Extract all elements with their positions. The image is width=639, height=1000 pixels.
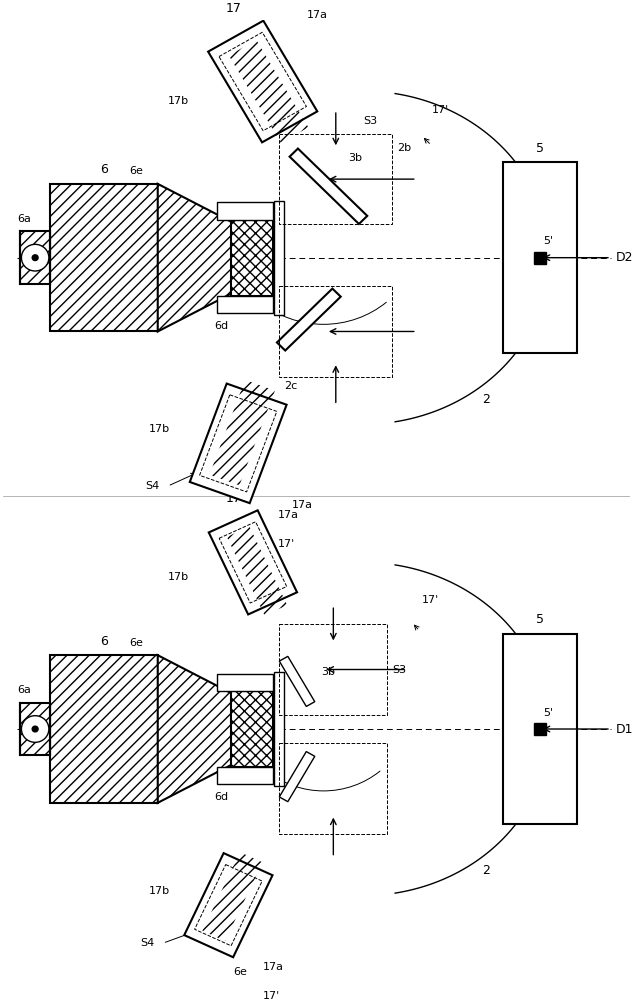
- Bar: [503, 162, 576, 353]
- Circle shape: [22, 716, 49, 742]
- Text: 17b: 17b: [168, 96, 189, 106]
- Text: 5: 5: [536, 142, 544, 155]
- Text: 6e: 6e: [248, 515, 262, 525]
- Text: 6: 6: [100, 635, 108, 648]
- Text: 17a: 17a: [307, 10, 328, 20]
- Polygon shape: [277, 289, 341, 351]
- Text: 17': 17': [422, 595, 439, 605]
- Text: 3b: 3b: [348, 153, 362, 163]
- Text: 17b: 17b: [148, 886, 169, 896]
- Text: S3: S3: [392, 665, 406, 675]
- Text: 6d: 6d: [214, 321, 228, 331]
- Polygon shape: [289, 149, 367, 224]
- Text: D2: D2: [616, 251, 633, 264]
- Polygon shape: [158, 184, 236, 331]
- Text: 17a: 17a: [277, 510, 298, 520]
- Polygon shape: [190, 384, 287, 503]
- Text: 17': 17': [263, 991, 280, 1000]
- Text: 17: 17: [226, 492, 242, 505]
- Circle shape: [32, 726, 38, 732]
- Text: 2: 2: [482, 864, 491, 877]
- Bar: [279, 134, 392, 224]
- Polygon shape: [279, 752, 315, 802]
- Polygon shape: [208, 21, 318, 142]
- Text: 6: 6: [100, 163, 108, 176]
- Bar: [279, 286, 392, 377]
- Text: 6a: 6a: [17, 214, 31, 224]
- Text: 6e: 6e: [233, 967, 247, 977]
- Text: 3a: 3a: [258, 724, 272, 734]
- Polygon shape: [279, 656, 315, 706]
- Bar: [217, 674, 272, 691]
- Text: 2: 2: [482, 393, 491, 406]
- Bar: [275, 672, 284, 786]
- Text: 17': 17': [277, 539, 295, 549]
- Polygon shape: [184, 853, 272, 957]
- Bar: [20, 703, 50, 755]
- Text: 2b: 2b: [397, 143, 412, 153]
- Text: 3a: 3a: [258, 253, 272, 263]
- Bar: [503, 634, 576, 824]
- Text: 5': 5': [543, 236, 553, 246]
- Text: 17: 17: [226, 2, 242, 15]
- Text: 17b: 17b: [148, 424, 169, 434]
- Text: S4: S4: [146, 481, 160, 491]
- Text: 6e: 6e: [129, 638, 143, 648]
- Text: 2c: 2c: [284, 381, 298, 391]
- Bar: [50, 184, 158, 331]
- Text: S3: S3: [363, 116, 377, 126]
- Text: 3b: 3b: [321, 667, 335, 677]
- Text: 6e: 6e: [129, 166, 143, 176]
- Bar: [217, 767, 272, 784]
- Circle shape: [22, 244, 49, 271]
- Bar: [279, 743, 387, 834]
- Bar: [20, 231, 50, 284]
- Text: 6a: 6a: [17, 685, 31, 695]
- Bar: [275, 201, 284, 315]
- Polygon shape: [209, 510, 297, 614]
- Bar: [217, 296, 272, 313]
- Bar: [217, 202, 272, 220]
- Text: 5: 5: [536, 613, 544, 626]
- Text: D1: D1: [616, 723, 633, 736]
- Text: 17b: 17b: [168, 572, 189, 582]
- Text: 17': 17': [431, 105, 449, 115]
- Text: 17a: 17a: [292, 500, 313, 510]
- Text: S4: S4: [141, 938, 155, 948]
- Bar: [279, 624, 387, 715]
- Text: 6d: 6d: [214, 792, 228, 802]
- Circle shape: [32, 255, 38, 261]
- Bar: [231, 220, 272, 296]
- Text: 17a: 17a: [263, 962, 284, 972]
- Bar: [231, 691, 272, 767]
- Bar: [50, 655, 158, 803]
- Text: 5': 5': [543, 708, 553, 718]
- Polygon shape: [158, 655, 236, 803]
